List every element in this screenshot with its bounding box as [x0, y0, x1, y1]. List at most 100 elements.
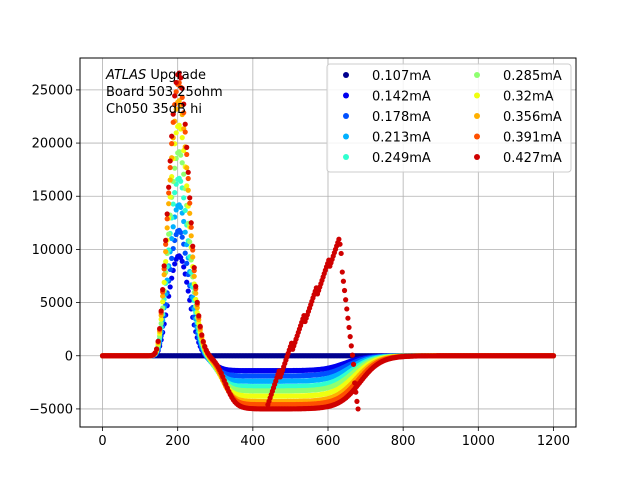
data-point [193, 290, 199, 296]
data-point [181, 171, 187, 177]
data-point [181, 195, 187, 201]
data-point [352, 380, 358, 386]
data-point [172, 102, 178, 108]
data-point [353, 389, 359, 395]
data-point [190, 243, 196, 249]
data-point [179, 135, 185, 141]
series-0.427mA [99, 70, 557, 412]
data-point [348, 343, 354, 349]
data-point [194, 299, 200, 305]
data-point [158, 316, 164, 322]
data-point [190, 247, 196, 253]
data-point [336, 236, 342, 242]
data-point [163, 241, 169, 247]
data-point [155, 338, 161, 344]
data-point [191, 264, 197, 271]
data-point [164, 225, 170, 231]
x-tick-label: 1200 [537, 434, 570, 449]
y-tick-label: 10000 [32, 243, 73, 258]
legend-marker [474, 133, 480, 140]
data-point [161, 263, 167, 269]
data-point [355, 406, 361, 412]
annotation-italic: ATLAS [105, 68, 146, 83]
data-point [167, 158, 173, 164]
data-point [185, 187, 191, 193]
data-point [337, 241, 343, 247]
y-tick-label: 20000 [32, 137, 73, 152]
data-point [187, 200, 193, 206]
data-point [193, 283, 199, 289]
legend-marker [474, 92, 480, 99]
data-point [340, 278, 347, 284]
data-point [178, 229, 184, 236]
plot-area [99, 70, 557, 412]
data-point [173, 89, 179, 95]
data-point [167, 177, 173, 183]
data-point [181, 264, 187, 270]
data-point [347, 334, 353, 340]
data-point [170, 119, 176, 125]
data-point [167, 194, 173, 200]
data-point [169, 235, 175, 242]
x-tick-label: 600 [316, 434, 341, 449]
y-tick-label: 0 [65, 349, 73, 364]
data-point [166, 201, 172, 207]
data-point [166, 184, 172, 190]
data-point [176, 98, 182, 104]
legend-marker [343, 133, 349, 140]
x-tick-label: 800 [391, 434, 416, 449]
data-point [163, 237, 169, 243]
data-point [173, 207, 179, 213]
data-point [178, 152, 184, 158]
data-point [187, 239, 193, 245]
data-point [158, 308, 164, 314]
data-point [179, 94, 185, 100]
data-point [172, 190, 178, 196]
legend-label: 0.213mA [372, 131, 431, 146]
legend-label: 0.285mA [503, 69, 562, 84]
data-point [167, 164, 173, 171]
data-point [346, 324, 352, 331]
data-point [181, 110, 187, 116]
data-point [173, 130, 179, 136]
annotation-line2: Board 503 25ohm [106, 85, 223, 100]
data-point [164, 211, 170, 217]
data-point [343, 297, 349, 303]
annotation-line3: Ch050 35dB hi [106, 102, 202, 117]
data-point [169, 133, 175, 139]
data-point [169, 141, 175, 147]
data-point [160, 287, 166, 293]
data-point [154, 346, 160, 352]
data-point [354, 398, 360, 404]
data-point [161, 272, 167, 278]
data-point [182, 250, 188, 256]
legend-label: 0.178mA [372, 110, 431, 125]
data-point [172, 165, 178, 171]
x-tick-label: 1000 [462, 434, 495, 449]
data-point [173, 79, 179, 86]
legend-box [326, 63, 572, 173]
data-point [181, 218, 187, 225]
data-point [187, 210, 193, 216]
data-point [184, 151, 190, 158]
data-point [166, 231, 172, 237]
y-tick-label: −5000 [29, 402, 73, 417]
data-point [191, 273, 197, 279]
legend-marker [474, 72, 480, 78]
legend-marker [343, 72, 349, 78]
data-point [179, 234, 185, 240]
data-point [170, 224, 176, 230]
data-point [187, 195, 193, 201]
legend: 0.107mA 0.142mA 0.178mA 0.213mA 0.249mA 0.285… [326, 63, 572, 173]
x-tick-label: 0 [98, 434, 106, 449]
data-point [170, 201, 176, 207]
legend-label: 0.356mA [503, 110, 562, 125]
data-point [339, 269, 345, 275]
data-point [550, 353, 557, 359]
data-point [169, 255, 175, 261]
data-point [197, 323, 203, 330]
data-point [152, 350, 158, 356]
y-tick-label: 15000 [32, 190, 73, 205]
data-point [178, 75, 184, 81]
